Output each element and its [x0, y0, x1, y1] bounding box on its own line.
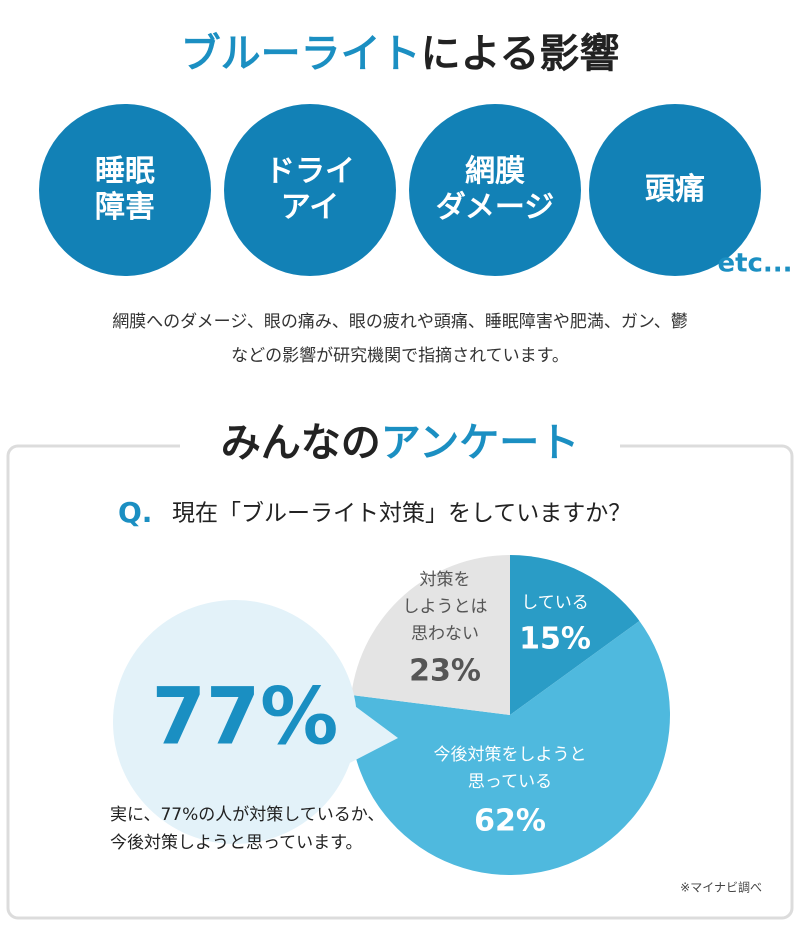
- effect-label-line: ダメージ: [436, 190, 555, 225]
- effect-label-line: ドライ: [265, 154, 355, 189]
- effect-label-line: 網膜: [465, 154, 525, 189]
- effect-label-line: 睡眠: [95, 154, 155, 189]
- survey-title: みんなのアンケート: [221, 420, 579, 466]
- callout-label: 77%: [152, 672, 339, 762]
- effect-circle: [39, 104, 211, 276]
- slice-label: 今後対策をしようと思っている: [434, 745, 587, 792]
- pie-slice: [349, 620, 670, 875]
- survey-title-accent: アンケート: [381, 420, 579, 466]
- description-line: などの影響が研究機関で指摘されています。: [231, 346, 569, 366]
- title-accent: ブルーライト: [181, 31, 421, 77]
- effect-label: 睡眠障害: [95, 154, 155, 225]
- slice-value-label: 62%: [474, 804, 546, 839]
- slice-label-line: 対策を: [420, 570, 471, 590]
- source-note: ※マイナビ調べ: [680, 881, 762, 895]
- pie-slice: [510, 555, 640, 715]
- slice-label-line: 今後対策をしようと: [434, 745, 587, 765]
- effect-label-line: アイ: [281, 190, 340, 225]
- slice-label: 対策をしようとは思わない: [403, 570, 488, 644]
- question-mark: Q.: [118, 496, 152, 529]
- effect-circle: [409, 104, 581, 276]
- effect-label-line: 頭痛: [645, 172, 705, 207]
- survey-title-rest: みんなの: [221, 420, 381, 466]
- effect-circle: [589, 104, 761, 276]
- question: 現在「ブルーライト対策」をしていますか？: [172, 501, 631, 527]
- pie-slice: [351, 555, 510, 715]
- callout-note: 今後対策しようと思っています。: [110, 833, 362, 853]
- callout-bubble: [113, 600, 357, 844]
- effect-label: ドライアイ: [265, 154, 355, 225]
- title-backdrop: [180, 420, 620, 470]
- callout-note: 実に、77%の人が対策しているか、: [110, 805, 384, 825]
- slice-label-line: 思っている: [468, 772, 552, 792]
- effect-label: 網膜ダメージ: [436, 154, 555, 225]
- slice-value-label: 15%: [519, 622, 591, 657]
- callout-tail: [340, 695, 398, 768]
- slice-label-line: 思わない: [411, 624, 479, 644]
- effect-circle: [224, 104, 396, 276]
- page-title: ブルーライトによる影響: [181, 31, 620, 77]
- etc-label: etc...: [717, 249, 792, 279]
- title-rest: による影響: [421, 31, 620, 77]
- effect-label: 頭痛: [645, 172, 705, 207]
- slice-value-label: 23%: [409, 654, 481, 689]
- effect-label-line: 障害: [95, 190, 155, 225]
- slice-label-line: しようとは: [403, 597, 488, 617]
- slice-label-line: している: [521, 593, 589, 613]
- slice-label: している: [521, 593, 589, 613]
- description-line: 網膜へのダメージ、眼の痛み、眼の疲れや頭痛、睡眠障害や肥満、ガン、鬱: [112, 312, 688, 332]
